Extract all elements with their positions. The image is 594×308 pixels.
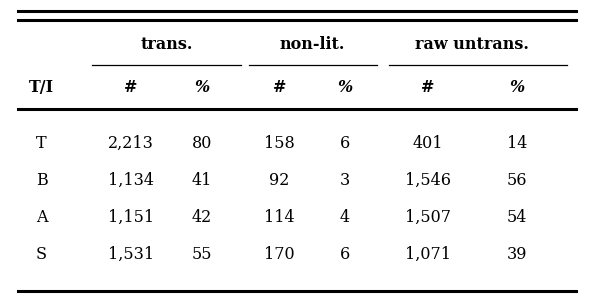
- Text: 39: 39: [507, 245, 527, 263]
- Text: 92: 92: [269, 172, 289, 189]
- Text: raw untrans.: raw untrans.: [415, 36, 529, 53]
- Text: 158: 158: [264, 135, 295, 152]
- Text: #: #: [273, 79, 286, 96]
- Text: 6: 6: [339, 135, 350, 152]
- Text: %: %: [194, 79, 210, 96]
- Text: 1,531: 1,531: [108, 245, 154, 263]
- Text: A: A: [36, 209, 48, 226]
- Text: 42: 42: [192, 209, 212, 226]
- Text: S: S: [36, 245, 47, 263]
- Text: 56: 56: [507, 172, 527, 189]
- Text: 14: 14: [507, 135, 527, 152]
- Text: trans.: trans.: [140, 36, 192, 53]
- Text: 1,546: 1,546: [405, 172, 451, 189]
- Text: 3: 3: [339, 172, 350, 189]
- Text: 114: 114: [264, 209, 295, 226]
- Text: 1,507: 1,507: [405, 209, 451, 226]
- Text: 55: 55: [192, 245, 212, 263]
- Text: 401: 401: [412, 135, 443, 152]
- Text: 4: 4: [339, 209, 350, 226]
- Text: 54: 54: [507, 209, 527, 226]
- Text: 1,151: 1,151: [108, 209, 154, 226]
- Text: T/I: T/I: [29, 79, 54, 96]
- Text: 80: 80: [192, 135, 212, 152]
- Text: T: T: [36, 135, 47, 152]
- Text: %: %: [337, 79, 352, 96]
- Text: %: %: [509, 79, 525, 96]
- Text: 1,071: 1,071: [405, 245, 451, 263]
- Text: B: B: [36, 172, 48, 189]
- Text: 170: 170: [264, 245, 295, 263]
- Text: #: #: [124, 79, 137, 96]
- Text: non-lit.: non-lit.: [279, 36, 345, 53]
- Text: 41: 41: [192, 172, 212, 189]
- Text: 6: 6: [339, 245, 350, 263]
- Text: #: #: [421, 79, 434, 96]
- Text: 1,134: 1,134: [108, 172, 154, 189]
- Text: 2,213: 2,213: [108, 135, 154, 152]
